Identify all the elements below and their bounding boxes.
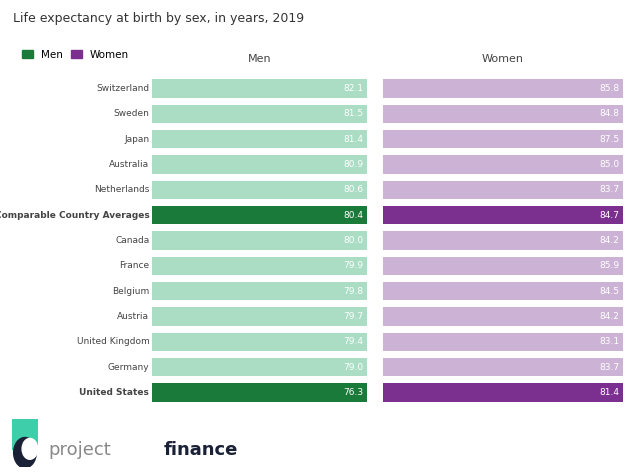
Text: 81.5: 81.5 xyxy=(344,109,363,118)
Bar xyxy=(383,231,623,250)
Text: 84.2: 84.2 xyxy=(599,236,619,245)
Bar xyxy=(152,181,367,199)
Text: Comparable Country Averages: Comparable Country Averages xyxy=(0,211,149,220)
Bar xyxy=(152,282,367,301)
Text: Netherlands: Netherlands xyxy=(94,185,149,194)
Bar xyxy=(152,79,367,98)
Text: 85.8: 85.8 xyxy=(599,84,619,93)
Text: Germany: Germany xyxy=(108,363,149,372)
Text: Canada: Canada xyxy=(115,236,149,245)
Bar xyxy=(383,358,623,376)
Bar xyxy=(383,308,623,326)
Text: 79.9: 79.9 xyxy=(344,261,363,270)
Bar xyxy=(152,383,367,402)
Text: 81.4: 81.4 xyxy=(344,135,363,144)
Circle shape xyxy=(13,438,36,468)
Bar xyxy=(383,257,623,275)
Bar xyxy=(383,181,623,199)
Bar xyxy=(152,155,367,173)
Text: 80.4: 80.4 xyxy=(344,211,363,220)
Text: 83.1: 83.1 xyxy=(599,337,619,346)
Text: 84.7: 84.7 xyxy=(599,211,619,220)
Bar xyxy=(152,333,367,351)
Text: Women: Women xyxy=(482,54,524,64)
Text: Life expectancy at birth by sex, in years, 2019: Life expectancy at birth by sex, in year… xyxy=(13,12,304,25)
Bar xyxy=(152,231,367,250)
Bar xyxy=(383,130,623,148)
Text: 79.7: 79.7 xyxy=(344,312,363,321)
Text: 79.4: 79.4 xyxy=(344,337,363,346)
Text: 83.7: 83.7 xyxy=(599,185,619,194)
Text: Belgium: Belgium xyxy=(112,287,149,296)
Text: 76.3: 76.3 xyxy=(344,388,363,397)
Text: finance: finance xyxy=(163,441,238,459)
Text: Switzerland: Switzerland xyxy=(96,84,149,93)
Bar xyxy=(152,206,367,224)
Bar xyxy=(383,155,623,173)
Text: 81.4: 81.4 xyxy=(599,388,619,397)
Bar xyxy=(383,282,623,301)
Text: 82.1: 82.1 xyxy=(344,84,363,93)
Text: Japan: Japan xyxy=(124,135,149,144)
Text: 85.0: 85.0 xyxy=(599,160,619,169)
Bar xyxy=(152,308,367,326)
Text: project: project xyxy=(48,441,111,459)
Text: 84.2: 84.2 xyxy=(599,312,619,321)
Bar xyxy=(383,79,623,98)
FancyBboxPatch shape xyxy=(10,415,38,450)
Text: 87.5: 87.5 xyxy=(599,135,619,144)
Text: United Kingdom: United Kingdom xyxy=(77,337,149,346)
Text: 85.9: 85.9 xyxy=(599,261,619,270)
Text: 79.8: 79.8 xyxy=(344,287,363,296)
Text: 79.0: 79.0 xyxy=(344,363,363,372)
Text: Austria: Austria xyxy=(117,312,149,321)
Text: United States: United States xyxy=(79,388,149,397)
Bar xyxy=(383,206,623,224)
Bar xyxy=(383,383,623,402)
Text: Australia: Australia xyxy=(109,160,149,169)
Text: 80.6: 80.6 xyxy=(344,185,363,194)
Text: Sweden: Sweden xyxy=(113,109,149,118)
Bar xyxy=(152,257,367,275)
Bar xyxy=(383,105,623,123)
Text: France: France xyxy=(119,261,149,270)
Text: Men: Men xyxy=(247,54,271,64)
Text: 84.5: 84.5 xyxy=(599,287,619,296)
Circle shape xyxy=(22,438,38,459)
Text: 83.7: 83.7 xyxy=(599,363,619,372)
Bar xyxy=(383,333,623,351)
Text: 84.8: 84.8 xyxy=(599,109,619,118)
Text: 80.9: 80.9 xyxy=(344,160,363,169)
Bar xyxy=(152,358,367,376)
Text: 80.0: 80.0 xyxy=(344,236,363,245)
Legend: Men, Women: Men, Women xyxy=(18,46,133,64)
Bar xyxy=(152,130,367,148)
Bar xyxy=(152,105,367,123)
